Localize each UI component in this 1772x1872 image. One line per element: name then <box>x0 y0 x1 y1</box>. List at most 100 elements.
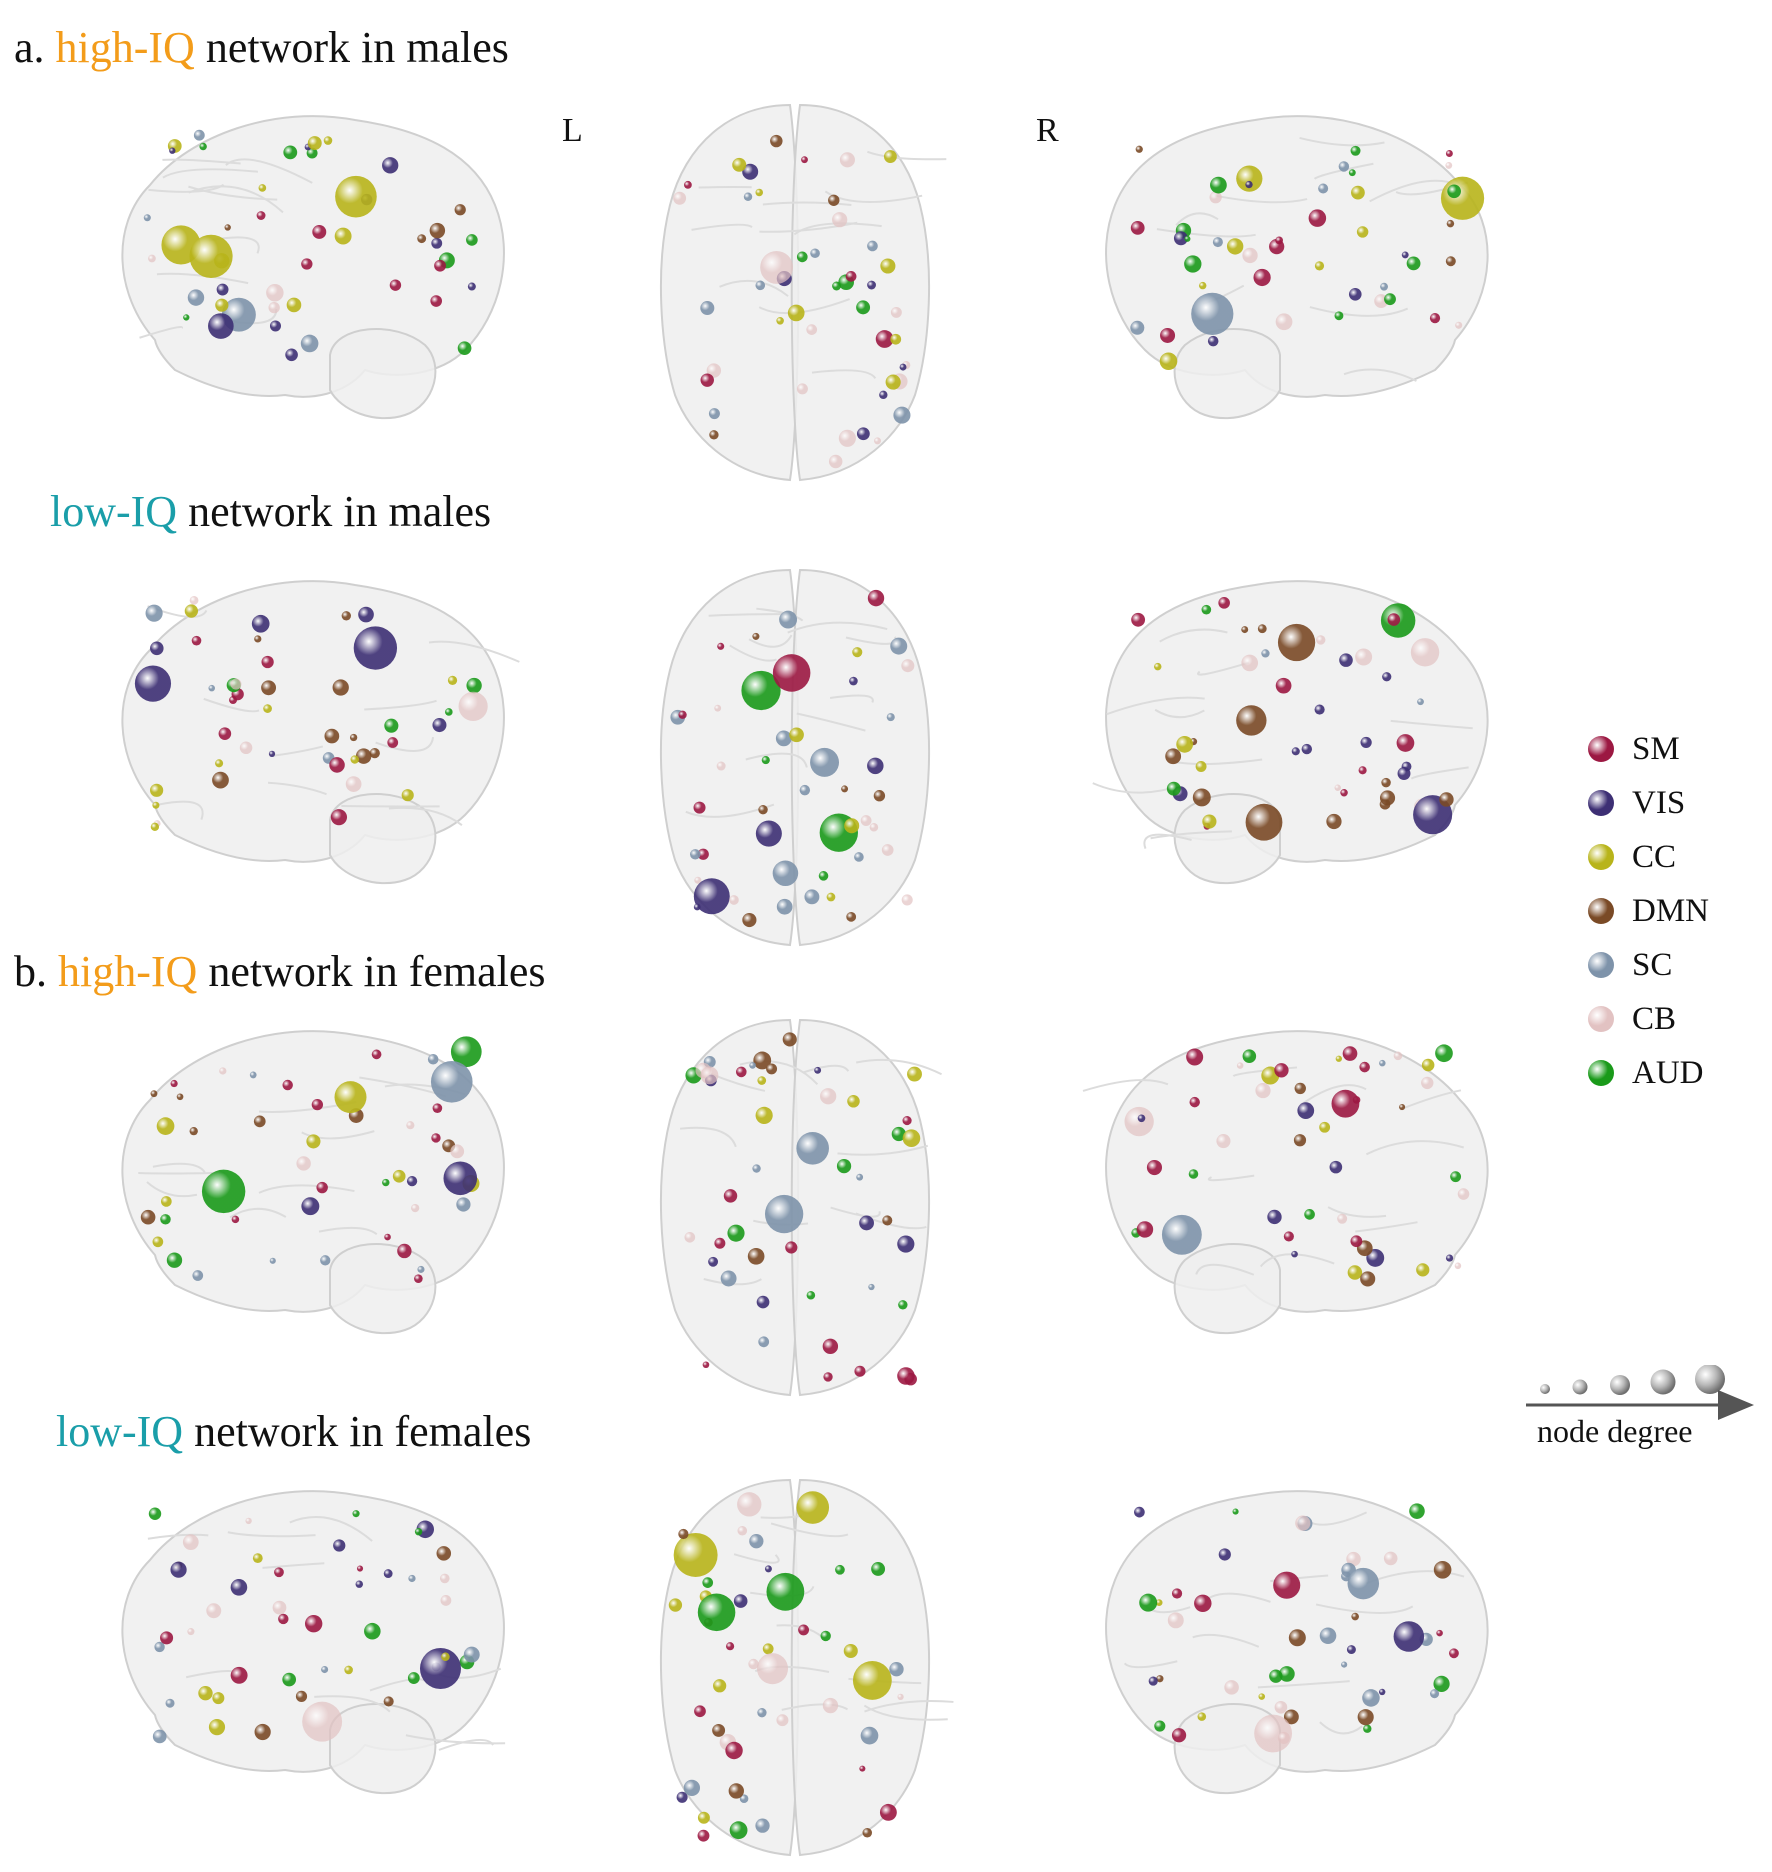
panel-b-prefix: b. <box>14 947 47 996</box>
node-dmn <box>1283 1709 1299 1725</box>
brain-surface <box>121 1490 506 1795</box>
node-sm <box>170 1079 178 1088</box>
left-hemisphere-label: L <box>562 112 583 149</box>
node-sm <box>736 1066 747 1078</box>
node-cb <box>1346 1551 1361 1567</box>
node-sc <box>804 889 820 905</box>
brain-gyrus <box>867 150 947 161</box>
node-cb <box>1421 1076 1434 1090</box>
heading-suffix: network in males <box>205 23 509 72</box>
node-sm <box>725 1741 743 1760</box>
node-sc <box>456 1197 471 1212</box>
node-vis <box>431 237 443 249</box>
brain-gyrus <box>318 1226 378 1236</box>
node-sm <box>1275 677 1292 694</box>
brain-gyrus <box>787 621 888 634</box>
node-sm <box>867 589 885 607</box>
sc-swatch <box>1588 952 1614 978</box>
brain-gyrus <box>438 1739 494 1751</box>
node-cb <box>684 1231 696 1243</box>
node-sc <box>886 713 895 722</box>
node-cb <box>881 844 894 856</box>
node-cb <box>1355 648 1373 666</box>
node-cb <box>748 1658 759 1670</box>
brain-view-axial <box>659 1478 954 1857</box>
node-dmn <box>747 1247 765 1265</box>
node-aud <box>1348 169 1356 177</box>
node-aud <box>832 281 842 291</box>
node-cc <box>757 1076 767 1085</box>
brain-gyrus <box>225 158 313 184</box>
brain-gyrus <box>1195 1263 1255 1276</box>
node-cc <box>286 297 302 313</box>
node-cc <box>215 759 224 768</box>
node-sm <box>301 258 313 270</box>
node-cb <box>776 1714 789 1727</box>
node-cc <box>263 704 272 713</box>
brain-gyrus <box>1192 1633 1260 1648</box>
node-dmn <box>295 1690 308 1702</box>
node-cc <box>1347 1265 1363 1280</box>
heading-suffix: network in males <box>188 487 492 536</box>
node-dmn <box>212 771 229 789</box>
node-cb <box>890 306 902 318</box>
node-sc <box>463 1646 480 1663</box>
node-sc <box>757 1708 767 1718</box>
node-dmn <box>1241 626 1249 634</box>
node-cc <box>150 783 164 797</box>
legend-item-dmn: DMN <box>1580 890 1760 944</box>
node-cb <box>838 429 856 447</box>
brain-gyrus <box>1390 719 1473 730</box>
node-sm <box>1283 1231 1294 1242</box>
node-vis <box>1218 1548 1231 1561</box>
node-sc <box>1417 698 1424 706</box>
node-sc <box>752 1164 761 1173</box>
brain-gyrus <box>188 185 284 214</box>
node-cb <box>148 254 156 263</box>
node-sm <box>859 1765 866 1772</box>
node-sm <box>801 156 808 164</box>
low-iq-label: low-IQ <box>56 1407 184 1456</box>
node-cc <box>334 227 352 245</box>
node-sc <box>192 1270 204 1281</box>
node-sc <box>417 1265 425 1273</box>
node-cc <box>1197 1712 1207 1721</box>
node-sc <box>193 129 205 141</box>
node-cc <box>441 1652 450 1662</box>
brain-gyrus <box>855 1058 943 1076</box>
node-sm <box>717 642 725 650</box>
node-cc <box>668 1598 683 1612</box>
node-dmn <box>176 1093 184 1101</box>
brain-outline <box>790 103 931 482</box>
node-cc <box>1236 165 1263 192</box>
node-aud <box>160 1214 171 1225</box>
node-dmn <box>261 680 277 696</box>
node-sm <box>822 1338 839 1355</box>
node-sm <box>1186 1048 1204 1066</box>
node-sm <box>1429 313 1441 324</box>
node-sc <box>868 1283 875 1291</box>
node-cc <box>306 1134 321 1149</box>
node-vis <box>733 1594 748 1608</box>
node-vis <box>1207 335 1219 347</box>
node-cb <box>245 1517 252 1525</box>
node-dmn <box>355 748 372 764</box>
node-aud <box>201 1169 246 1214</box>
node-dmn <box>1433 1560 1452 1579</box>
node-sm <box>1436 1629 1443 1637</box>
node-dmn <box>253 1115 266 1128</box>
heading-low-iq-females: low-IQ network in females <box>56 1410 531 1454</box>
node-aud <box>1447 184 1461 199</box>
legend-label: DMN <box>1632 893 1710 929</box>
node-dmn <box>1439 792 1454 807</box>
node-dmn <box>1399 1103 1406 1111</box>
node-cc <box>713 1679 727 1693</box>
brain-gyrus <box>1212 194 1308 204</box>
node-dmn <box>1445 256 1456 267</box>
node-sc <box>690 849 701 860</box>
node-vis <box>1297 1102 1315 1119</box>
node-cc <box>883 150 897 163</box>
node-sm <box>329 757 345 773</box>
brain-view-latR <box>1092 580 1489 885</box>
node-cb <box>737 1492 762 1517</box>
